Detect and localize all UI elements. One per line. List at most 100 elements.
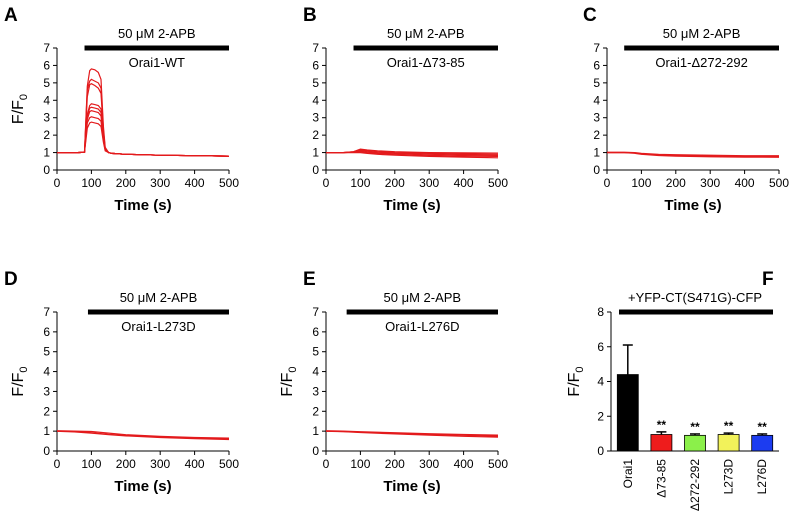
x-tick-label: 100 bbox=[631, 176, 651, 190]
y-axis-label: F/F0 bbox=[10, 94, 30, 124]
treatment-label: +YFP-CT(S471G)-CFP bbox=[628, 290, 762, 305]
category-label: Δ73-85 bbox=[654, 459, 668, 498]
panel-C: C 0 1 2 3 4 5 6 7 0 100 200 300 400 500 Time (s) 50 μM 2… bbox=[583, 5, 789, 214]
x-tick-label: 500 bbox=[219, 457, 239, 471]
y-axis-label: F/F0 bbox=[566, 366, 586, 396]
x-tick-label: 400 bbox=[454, 176, 474, 190]
panel-letter: E bbox=[303, 269, 316, 290]
y-tick-label: 2 bbox=[312, 404, 319, 418]
y-tick-label: 1 bbox=[312, 424, 319, 438]
y-tick-label: 8 bbox=[597, 305, 604, 319]
x-tick-label: 0 bbox=[54, 457, 61, 471]
panel-letter: A bbox=[4, 5, 18, 26]
treatment-label: 50 μM 2-APB bbox=[118, 26, 196, 41]
y-tick-label: 6 bbox=[43, 58, 50, 72]
y-tick-label: 7 bbox=[43, 305, 50, 319]
construct-label: Orai1-Δ272-292 bbox=[655, 55, 748, 70]
x-tick-label: 0 bbox=[604, 176, 611, 190]
y-tick-label: 5 bbox=[43, 76, 50, 90]
y-axis-label-subscript: 0 bbox=[287, 366, 299, 372]
y-axis-label: F/F0 bbox=[10, 366, 30, 396]
bar-272-292 bbox=[684, 434, 706, 452]
y-tick-label: 2 bbox=[43, 128, 50, 142]
trace-1 bbox=[57, 68, 230, 157]
y-axis-label-text: F/F bbox=[10, 372, 27, 396]
x-tick-label: 300 bbox=[700, 176, 720, 190]
x-tick-label: 0 bbox=[54, 176, 61, 190]
bar-73-85 bbox=[650, 434, 673, 452]
x-tick-label: 400 bbox=[454, 457, 474, 471]
category-label: Orai1 bbox=[621, 459, 635, 489]
y-axis-label-subscript: 0 bbox=[574, 366, 586, 372]
x-tick-label: 200 bbox=[385, 457, 405, 471]
trace-3 bbox=[325, 430, 499, 438]
y-tick-label: 7 bbox=[312, 41, 319, 55]
x-tick-label: 300 bbox=[150, 176, 170, 190]
y-axis-label-subscript: 0 bbox=[18, 366, 30, 372]
category-label: Δ272-292 bbox=[688, 459, 702, 511]
trace-8 bbox=[57, 121, 230, 157]
category-label: L276D bbox=[755, 459, 769, 495]
x-axis-title: Time (s) bbox=[114, 478, 171, 495]
y-tick-label: 5 bbox=[593, 76, 600, 90]
y-axis-label-text: F/F bbox=[566, 372, 583, 396]
x-tick-label: 500 bbox=[488, 457, 508, 471]
x-tick-label: 400 bbox=[735, 176, 755, 190]
trace-5 bbox=[326, 152, 499, 159]
x-tick-label: 100 bbox=[350, 457, 370, 471]
y-tick-label: 0 bbox=[43, 444, 50, 458]
x-tick-label: 100 bbox=[81, 457, 101, 471]
y-tick-label: 5 bbox=[43, 345, 50, 359]
panel-letter: D bbox=[4, 269, 18, 290]
trace-5 bbox=[57, 106, 230, 157]
construct-label: Orai1-L273D bbox=[121, 319, 195, 334]
significance-marker: ** bbox=[724, 419, 734, 433]
y-tick-label: 6 bbox=[597, 340, 604, 354]
y-tick-label: 1 bbox=[43, 146, 50, 160]
x-tick-label: 0 bbox=[323, 176, 330, 190]
y-tick-label: 1 bbox=[593, 146, 600, 160]
x-tick-label: 200 bbox=[385, 176, 405, 190]
y-axis-label-subscript: 0 bbox=[18, 94, 30, 100]
x-axis-title: Time (s) bbox=[383, 197, 440, 214]
y-tick-label: 0 bbox=[597, 444, 604, 458]
y-tick-label: 6 bbox=[593, 58, 600, 72]
x-tick-label: 400 bbox=[185, 457, 205, 471]
x-tick-label: 300 bbox=[150, 457, 170, 471]
panel-E: E 0 1 2 3 4 5 6 7 0 100 200 300 400 500 Time (s) 50 μM 2… bbox=[279, 269, 508, 495]
y-tick-label: 3 bbox=[43, 111, 50, 125]
bar-orai1 bbox=[616, 374, 639, 452]
y-tick-label: 7 bbox=[43, 41, 50, 55]
y-axis-label-text: F/F bbox=[10, 100, 27, 124]
panel-F: F 0 2 4 6 8 +YFP-CT(S471G)-CFP Orai1 ** Δ73-85 ** Δ… bbox=[566, 269, 779, 511]
y-tick-label: 4 bbox=[593, 93, 600, 107]
panel-letter: B bbox=[303, 5, 317, 26]
y-tick-label: 5 bbox=[312, 345, 319, 359]
y-tick-label: 3 bbox=[312, 111, 319, 125]
treatment-label: 50 μM 2-APB bbox=[384, 290, 462, 305]
trace-2 bbox=[57, 78, 230, 157]
y-tick-label: 1 bbox=[43, 424, 50, 438]
x-tick-label: 300 bbox=[419, 176, 439, 190]
x-tick-label: 200 bbox=[116, 176, 136, 190]
y-tick-label: 4 bbox=[43, 365, 50, 379]
bar-l276d bbox=[751, 434, 774, 452]
panel-A: A 0 1 2 3 4 5 6 7 0 100 200 300 400 500 Time (s) 50 μM 2… bbox=[4, 5, 239, 214]
y-tick-label: 6 bbox=[312, 58, 319, 72]
trace-4 bbox=[57, 103, 230, 157]
trace-7 bbox=[57, 116, 230, 157]
x-tick-label: 500 bbox=[219, 176, 239, 190]
panel-D: D 0 1 2 3 4 5 6 7 0 100 200 300 400 500 Time (s) 50 μM 2… bbox=[4, 269, 239, 495]
trace-6 bbox=[57, 110, 230, 157]
y-tick-label: 4 bbox=[43, 93, 50, 107]
panel-B: B 0 1 2 3 4 5 6 7 0 100 200 300 400 500 Time (s) 50 μM 2… bbox=[303, 5, 508, 214]
y-tick-label: 3 bbox=[312, 384, 319, 398]
y-tick-label: 0 bbox=[43, 163, 50, 177]
y-axis-label: F/F0 bbox=[279, 366, 299, 396]
x-tick-label: 100 bbox=[350, 176, 370, 190]
panel-letter: C bbox=[583, 5, 597, 26]
x-axis-title: Time (s) bbox=[114, 197, 171, 214]
y-axis-label-text: F/F bbox=[279, 372, 296, 396]
y-tick-label: 0 bbox=[312, 444, 319, 458]
